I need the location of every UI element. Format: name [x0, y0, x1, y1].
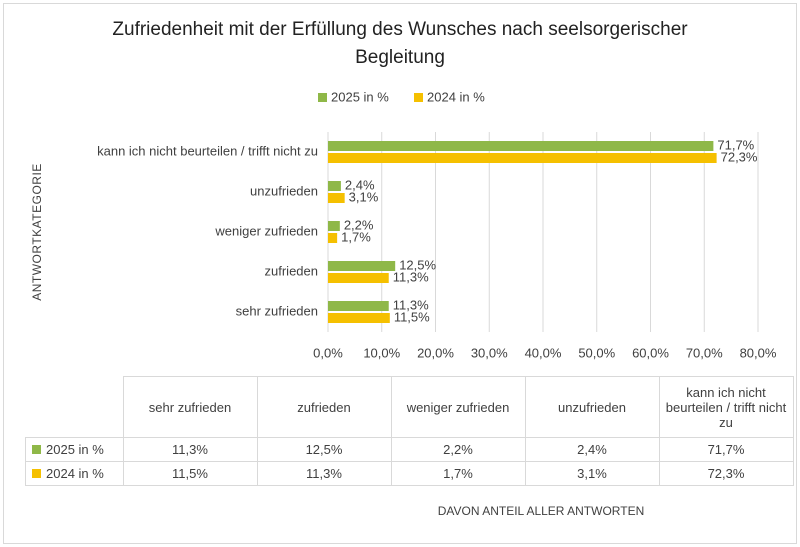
legend-swatch: [32, 469, 41, 478]
x-axis-title: DAVON ANTEIL ALLER ANTWORTEN: [438, 504, 645, 518]
legend-swatch: [414, 93, 423, 102]
table-header: sehr zufrieden: [122, 376, 258, 438]
x-tick-label: 30,0%: [471, 345, 508, 360]
table-cell: 72,3%: [658, 461, 794, 486]
bar: [328, 301, 389, 311]
x-tick-label: 20,0%: [417, 345, 454, 360]
bar: [328, 233, 338, 243]
x-tick-label: 60,0%: [632, 345, 669, 360]
bar: [328, 193, 345, 203]
table-row-header: 2025 in %: [25, 437, 124, 462]
data-label: 2,2%: [344, 217, 374, 232]
table-cell: 11,3%: [122, 437, 258, 462]
y-tick-label: zufrieden: [265, 263, 318, 278]
data-label: 3,1%: [349, 189, 379, 204]
data-label: 2,4%: [345, 177, 375, 192]
y-tick-label: kann ich nicht beurteilen / trifft nicht…: [97, 143, 318, 158]
table-row: 2025 in % 11,3% 12,5% 2,2% 2,4% 71,7%: [25, 437, 794, 462]
table-cell: 71,7%: [658, 437, 794, 462]
x-tick-label: 10,0%: [363, 345, 400, 360]
table-header: unzufrieden: [524, 376, 660, 438]
table-cell: 2,4%: [524, 437, 660, 462]
table-row-label: 2025 in %: [46, 442, 104, 457]
table-cell: 2,2%: [390, 437, 526, 462]
x-tick-label: 70,0%: [686, 345, 723, 360]
bar: [328, 261, 396, 271]
table-cell: 11,5%: [122, 461, 258, 486]
table-header: weniger zufrieden: [390, 376, 526, 438]
table-cell: 3,1%: [524, 461, 660, 486]
legend-label: 2024 in %: [427, 89, 485, 104]
bar: [328, 181, 341, 191]
bar: [328, 153, 717, 163]
x-tick-label: 0,0%: [313, 345, 343, 360]
table-header-row: sehr zufrieden zufrieden weniger zufrieden…: [25, 376, 794, 438]
data-label: 72,3%: [721, 149, 758, 164]
bar: [328, 313, 390, 323]
bar: [328, 221, 340, 231]
y-tick-label: unzufrieden: [250, 183, 318, 198]
x-tick-label: 50,0%: [578, 345, 615, 360]
table-row-header: 2024 in %: [25, 461, 124, 486]
data-label: 1,7%: [341, 229, 371, 244]
legend-swatch: [318, 93, 327, 102]
frame: [3, 3, 797, 544]
data-table: sehr zufrieden zufrieden weniger zufrieden…: [25, 376, 794, 486]
table-header: zufrieden: [256, 376, 392, 438]
table-row-label: 2024 in %: [46, 466, 104, 481]
table-header: kann ich nicht beurteilen / trifft nicht…: [658, 376, 794, 438]
table-cell: 1,7%: [390, 461, 526, 486]
table-row: 2024 in % 11,5% 11,3% 1,7% 3,1% 72,3%: [25, 461, 794, 486]
table-cell: 11,3%: [256, 461, 392, 486]
table-corner: [25, 376, 124, 438]
y-axis-title: ANTWORTKATEGORIE: [30, 163, 44, 301]
data-label: 12,5%: [399, 257, 436, 272]
bar: [328, 273, 389, 283]
x-tick-label: 40,0%: [525, 345, 562, 360]
y-tick-label: weniger zufrieden: [214, 223, 318, 238]
y-tick-label: sehr zufrieden: [236, 303, 318, 318]
data-label: 11,3%: [393, 297, 429, 312]
legend-label: 2025 in %: [331, 89, 389, 104]
table-cell: 12,5%: [256, 437, 392, 462]
data-label: 11,3%: [393, 269, 429, 284]
x-tick-label: 80,0%: [740, 345, 777, 360]
bar: [328, 141, 714, 151]
legend-swatch: [32, 445, 41, 454]
data-label: 71,7%: [717, 137, 754, 152]
chart-title: Zufriedenheit mit der Erfüllung des Wuns…: [112, 19, 688, 68]
data-label: 11,5%: [394, 309, 430, 324]
